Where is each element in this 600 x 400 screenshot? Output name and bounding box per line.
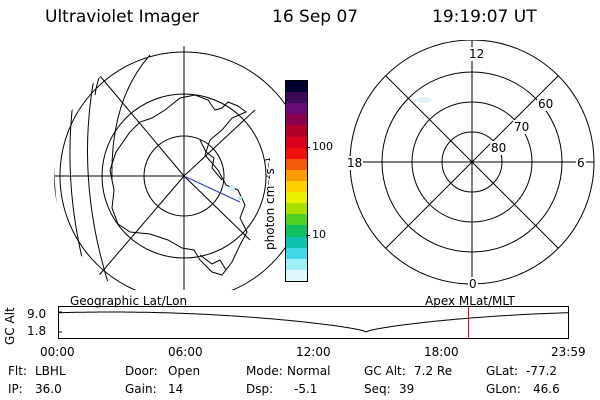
mlt-label-12: 12 xyxy=(468,47,486,61)
geographic-label: Geographic Lat/Lon xyxy=(70,294,188,308)
coastline-detail xyxy=(199,139,223,181)
colorbar-tick xyxy=(306,235,310,236)
colorbar-segment xyxy=(286,125,307,137)
gc-alt-value: 7.2 Re xyxy=(414,364,453,378)
glon-value: 46.6 xyxy=(533,382,560,396)
colorbar-segment xyxy=(286,258,307,270)
mode-value: Normal xyxy=(287,364,331,378)
colorbar-segment xyxy=(286,92,307,104)
meridian-line xyxy=(94,175,185,281)
time-tick-label: 00:00 xyxy=(40,345,75,359)
colorbar-segment xyxy=(286,225,307,237)
altitude-axis-label: GC Alt xyxy=(3,307,17,345)
colorbar-segment xyxy=(286,158,307,170)
colorbar-segment xyxy=(286,203,307,215)
glon-label: GLon: xyxy=(486,382,521,396)
altitude-plot xyxy=(58,306,569,339)
colorbar-segment xyxy=(286,114,307,126)
colorbar-tick-label: 10 xyxy=(312,228,326,241)
seq-label: Seq: xyxy=(364,382,391,396)
altitude-plot-frame xyxy=(58,306,569,339)
colorbar-tick xyxy=(306,147,310,148)
dsp-label: Dsp: xyxy=(246,382,274,396)
mode-label: Mode: xyxy=(246,364,283,378)
ip-value: 36.0 xyxy=(35,382,62,396)
aurora-spot xyxy=(238,196,242,200)
antarctica-coastline xyxy=(109,94,248,276)
colorbar-segment xyxy=(286,247,307,259)
time-tick-label: 12:00 xyxy=(296,345,331,359)
colorbar-segment xyxy=(286,147,307,159)
gain-value: 14 xyxy=(168,382,184,396)
gain-label: Gain: xyxy=(125,382,157,396)
dsp-value: -5.1 xyxy=(294,382,318,396)
door-label: Door: xyxy=(125,364,158,378)
colorbar-segment xyxy=(286,81,307,93)
colorbar xyxy=(285,80,308,282)
gc-alt-label: GC Alt: xyxy=(364,364,406,378)
glat-label: GLat: xyxy=(486,364,519,378)
mlt-label-6: 6 xyxy=(576,156,586,170)
colorbar-segment xyxy=(286,236,307,248)
mlt-label-18: 18 xyxy=(346,156,364,170)
colorbar-segment xyxy=(286,169,307,181)
colorbar-segment xyxy=(286,103,307,115)
colorbar-segment xyxy=(286,269,307,281)
mlat-label-60: 60 xyxy=(537,97,555,111)
geographic-map xyxy=(54,46,300,290)
time-tick-label: 23:59 xyxy=(551,345,586,359)
meridian-line xyxy=(183,109,256,177)
colorbar-tick-label: 100 xyxy=(312,140,333,153)
time-tick-label: 18:00 xyxy=(424,345,459,359)
altitude-tick-label: 9.0 xyxy=(27,307,47,321)
colorbar-segment xyxy=(286,136,307,148)
colorbar-segment xyxy=(286,214,307,226)
altitude-tick-label: 1.8 xyxy=(27,324,47,338)
mlat-label-80: 80 xyxy=(490,141,508,155)
glat-value: -77.2 xyxy=(526,364,558,378)
filter-value: LBHL xyxy=(35,364,66,378)
track-line xyxy=(185,176,241,203)
instrument-title: Ultraviolet Imager xyxy=(45,7,199,27)
time-tick-label: 06:00 xyxy=(168,345,203,359)
altitude-curve xyxy=(58,311,569,333)
apex-label: Apex MLat/MLT xyxy=(425,294,515,308)
mlt-label-0: 0 xyxy=(468,277,478,291)
door-value: Open xyxy=(168,364,201,378)
colorbar-segment xyxy=(286,192,307,204)
colorbar-segment xyxy=(286,180,307,193)
ip-label: IP: xyxy=(8,382,23,396)
grid-arc xyxy=(111,54,151,181)
aurora-spot xyxy=(416,97,432,103)
colorbar-unit-label: photon cm⁻²s⁻¹ xyxy=(263,157,277,250)
mlt-line xyxy=(385,75,559,249)
date-label: 16 Sep 07 xyxy=(272,7,359,27)
meridian-line xyxy=(183,175,251,241)
filter-label: Flt: xyxy=(8,364,27,378)
mlat-label-70: 70 xyxy=(513,120,531,134)
coastline-detail xyxy=(199,254,227,271)
magnetic-dial xyxy=(349,40,595,285)
seq-value: 39 xyxy=(399,382,415,396)
time-label: 19:19:07 UT xyxy=(432,7,537,27)
aurora-spot xyxy=(229,185,235,191)
